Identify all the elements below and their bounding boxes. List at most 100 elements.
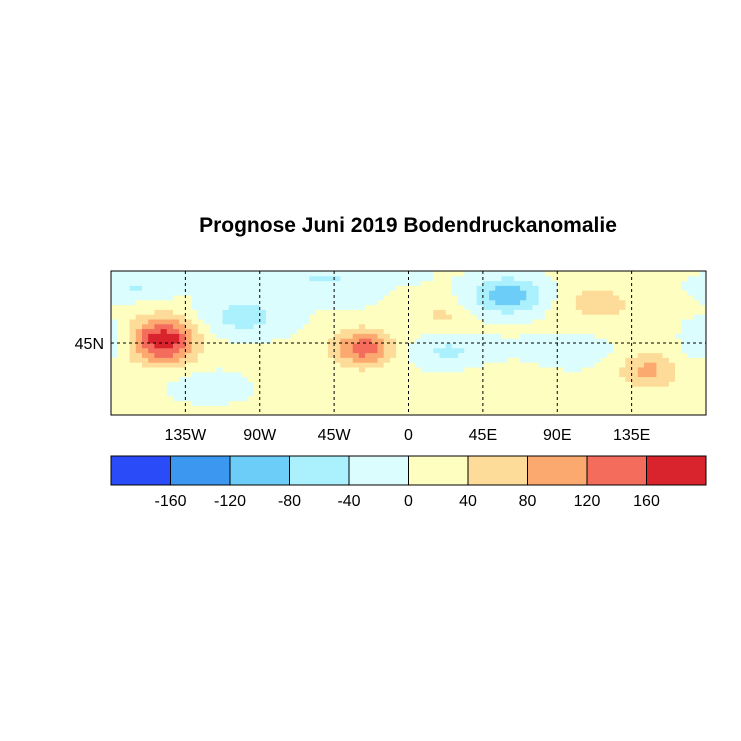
anomaly-cell xyxy=(507,285,515,291)
anomaly-cell xyxy=(303,352,310,358)
anomaly-cell xyxy=(321,314,329,320)
anomaly-cell xyxy=(247,309,255,315)
anomaly-cell xyxy=(513,280,521,286)
anomaly-cell xyxy=(637,357,645,363)
anomaly-cell xyxy=(253,405,261,411)
anomaly-cell xyxy=(383,328,391,334)
anomaly-cell xyxy=(551,357,558,363)
anomaly-cell xyxy=(675,362,682,368)
anomaly-cell xyxy=(668,309,676,315)
anomaly-cell xyxy=(216,357,224,363)
anomaly-cell xyxy=(290,391,298,397)
anomaly-cell xyxy=(296,410,304,416)
anomaly-cell xyxy=(575,328,583,334)
anomaly-cell xyxy=(526,295,533,301)
anomaly-cell xyxy=(625,391,633,397)
anomaly-cell xyxy=(588,347,595,354)
anomaly-cell xyxy=(693,295,701,301)
anomaly-cell xyxy=(191,395,199,402)
anomaly-cell xyxy=(588,271,595,277)
anomaly-cell xyxy=(197,343,205,349)
anomaly-cell xyxy=(241,347,248,354)
anomaly-cell xyxy=(464,405,471,411)
anomaly-cell xyxy=(334,271,341,277)
colorbar-label: -80 xyxy=(278,493,301,510)
anomaly-cell xyxy=(210,343,217,349)
anomaly-cell xyxy=(520,295,527,301)
anomaly-cell xyxy=(340,275,348,282)
anomaly-cell xyxy=(513,386,521,392)
anomaly-cell xyxy=(650,295,657,301)
anomaly-cell xyxy=(631,309,639,315)
anomaly-cell xyxy=(637,362,645,368)
anomaly-cell xyxy=(371,280,379,286)
anomaly-cell xyxy=(507,405,515,411)
anomaly-cell xyxy=(427,333,434,339)
anomaly-cell xyxy=(117,376,124,382)
anomaly-cell xyxy=(569,362,577,368)
anomaly-cell xyxy=(166,347,174,354)
anomaly-cell xyxy=(600,371,608,378)
anomaly-cell xyxy=(315,381,323,387)
anomaly-cell xyxy=(420,405,428,411)
anomaly-cell xyxy=(203,314,211,320)
anomaly-cell xyxy=(346,343,354,349)
anomaly-cell xyxy=(513,314,521,320)
anomaly-cell xyxy=(656,290,664,296)
anomaly-cell xyxy=(637,381,645,387)
anomaly-cell xyxy=(489,290,496,296)
anomaly-cell xyxy=(495,362,502,368)
anomaly-cell xyxy=(408,371,416,378)
anomaly-cell xyxy=(458,352,465,358)
anomaly-cell xyxy=(675,371,682,378)
anomaly-cell xyxy=(699,352,707,358)
anomaly-cell xyxy=(526,371,533,378)
anomaly-cell xyxy=(526,314,533,320)
anomaly-cell xyxy=(675,285,682,291)
anomaly-cell xyxy=(594,319,602,325)
anomaly-cell xyxy=(606,367,614,373)
anomaly-cell xyxy=(185,405,193,411)
anomaly-cell xyxy=(247,290,255,296)
anomaly-cell xyxy=(396,357,403,363)
anomaly-cell xyxy=(346,386,354,392)
anomaly-cell xyxy=(253,328,261,334)
anomaly-cell xyxy=(265,405,273,411)
anomaly-cell xyxy=(327,290,335,296)
anomaly-cell xyxy=(383,367,391,373)
anomaly-cell xyxy=(625,323,633,330)
anomaly-cell xyxy=(358,400,366,406)
anomaly-cell xyxy=(458,410,465,416)
anomaly-cell xyxy=(135,304,143,310)
anomaly-cell xyxy=(644,391,651,397)
anomaly-cell xyxy=(699,381,707,387)
anomaly-cell xyxy=(259,319,267,325)
anomaly-cell xyxy=(259,338,267,344)
anomaly-cell xyxy=(538,285,546,291)
anomaly-cell xyxy=(644,280,651,286)
anomaly-cell xyxy=(241,304,248,310)
anomaly-cell xyxy=(241,343,248,349)
anomaly-cell xyxy=(272,280,279,286)
anomaly-cell xyxy=(117,395,124,402)
anomaly-cell xyxy=(513,275,521,282)
anomaly-cell xyxy=(154,395,162,402)
anomaly-cell xyxy=(414,328,422,334)
anomaly-cell xyxy=(414,304,422,310)
anomaly-cell xyxy=(191,271,199,277)
anomaly-cell xyxy=(495,323,502,330)
anomaly-cell xyxy=(315,333,323,339)
anomaly-cell xyxy=(352,295,360,301)
anomaly-cell xyxy=(160,280,168,286)
anomaly-cell xyxy=(662,323,670,330)
anomaly-cell xyxy=(371,386,379,392)
anomaly-cell xyxy=(495,333,502,339)
anomaly-cell xyxy=(656,352,664,358)
anomaly-cell xyxy=(532,309,540,315)
anomaly-cell xyxy=(154,405,162,411)
anomaly-cell xyxy=(637,314,645,320)
anomaly-cell xyxy=(135,299,143,306)
anomaly-cell xyxy=(340,347,348,354)
anomaly-cell xyxy=(644,328,651,334)
anomaly-cell xyxy=(111,290,118,296)
